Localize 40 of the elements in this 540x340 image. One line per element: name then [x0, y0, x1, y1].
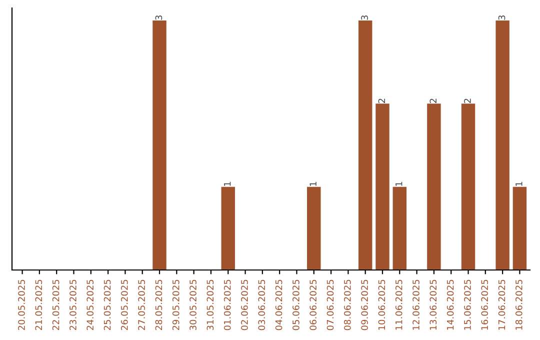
x-tick-label: 28.05.2025: [155, 280, 162, 330]
x-tick-label: 24.05.2025: [86, 280, 94, 330]
data-label: 2: [430, 98, 436, 103]
x-tick-label: 30.05.2025: [190, 280, 196, 330]
x-tick-label: 15.06.2025: [464, 280, 471, 330]
x-tick-label: 07.06.2025: [326, 280, 334, 330]
x-tick-label: 09.06.2025: [361, 280, 368, 330]
x-tick-label: 25.05.2025: [104, 280, 111, 330]
x-tick-label: 23.05.2025: [70, 280, 76, 330]
x-tick-label: 31.05.2025: [206, 280, 214, 330]
x-tick-label: 22.05.2025: [52, 280, 60, 330]
data-label: 2: [378, 98, 385, 103]
x-tick-label: 13.06.2025: [430, 280, 437, 330]
x-tick-label: 17.06.2025: [498, 280, 506, 330]
x-tick-label: 03.06.2025: [258, 280, 266, 330]
data-label: 3: [361, 15, 368, 20]
data-label: 1: [224, 182, 231, 186]
x-tick-label: 04.06.2025: [275, 280, 282, 330]
x-tick-label: 12.06.2025: [412, 280, 420, 330]
data-label: 2: [464, 98, 471, 103]
x-tick-label: 27.05.2025: [138, 280, 145, 330]
data-label: 1: [516, 182, 522, 186]
x-tick-label: 21.05.2025: [35, 280, 42, 330]
data-label: 3: [155, 15, 162, 20]
x-tick-label: 01.06.2025: [224, 280, 231, 330]
x-tick-label: 05.06.2025: [292, 280, 300, 330]
x-tick-label: 14.06.2025: [446, 280, 454, 330]
data-label: 1: [310, 182, 316, 186]
data-label: 1: [396, 182, 402, 186]
x-tick-label: 06.06.2025: [310, 280, 316, 330]
x-tick-label: 20.05.2025: [18, 280, 25, 330]
x-tick-label: 18.06.2025: [516, 280, 522, 330]
x-tick-label: 26.05.2025: [120, 280, 128, 330]
x-tick-label: 11.06.2025: [395, 280, 402, 330]
x-tick-label: 29.05.2025: [172, 280, 180, 330]
x-tick-label: 16.06.2025: [481, 280, 488, 330]
x-tick-label: 10.06.2025: [378, 280, 386, 330]
x-tick-label: 02.06.2025: [241, 280, 248, 330]
data-label: 3: [498, 15, 506, 20]
x-tick-label: 08.06.2025: [344, 280, 351, 330]
